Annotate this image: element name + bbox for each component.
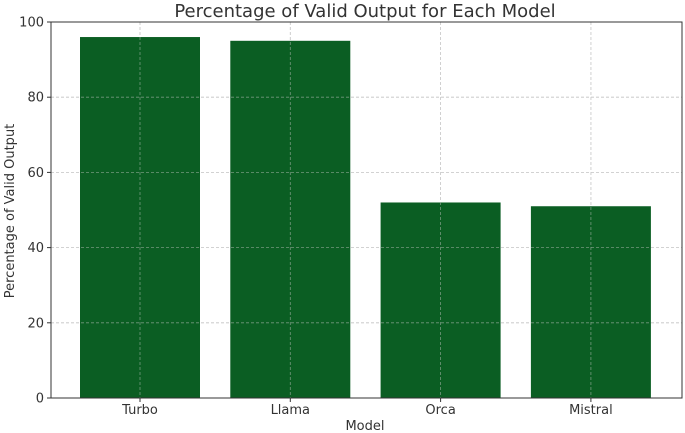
y-tick-label: 0 (36, 392, 44, 407)
chart-title: Percentage of Valid Output for Each Mode… (174, 1, 555, 22)
y-axis-ticks: 0 20 40 60 80 100 (19, 16, 51, 407)
bars (51, 22, 682, 399)
x-tick-label: Mistral (569, 403, 613, 418)
y-tick-label: 20 (27, 316, 44, 331)
x-tick-label: Orca (425, 403, 455, 418)
plot-area-frame (50, 21, 683, 399)
y-tick-label: 100 (19, 16, 44, 31)
y-tick-label: 40 (27, 241, 44, 256)
x-tick-label: Turbo (121, 403, 158, 418)
x-axis-label: Model (345, 419, 384, 433)
y-tick-label: 60 (27, 166, 44, 181)
y-axis-label: Percentage of Valid Output (3, 124, 18, 299)
bar-orca (380, 202, 501, 398)
x-tick-label: Llama (271, 403, 310, 418)
x-axis-ticks: Turbo Llama Orca Mistral (121, 398, 613, 418)
y-tick-label: 80 (27, 91, 44, 106)
